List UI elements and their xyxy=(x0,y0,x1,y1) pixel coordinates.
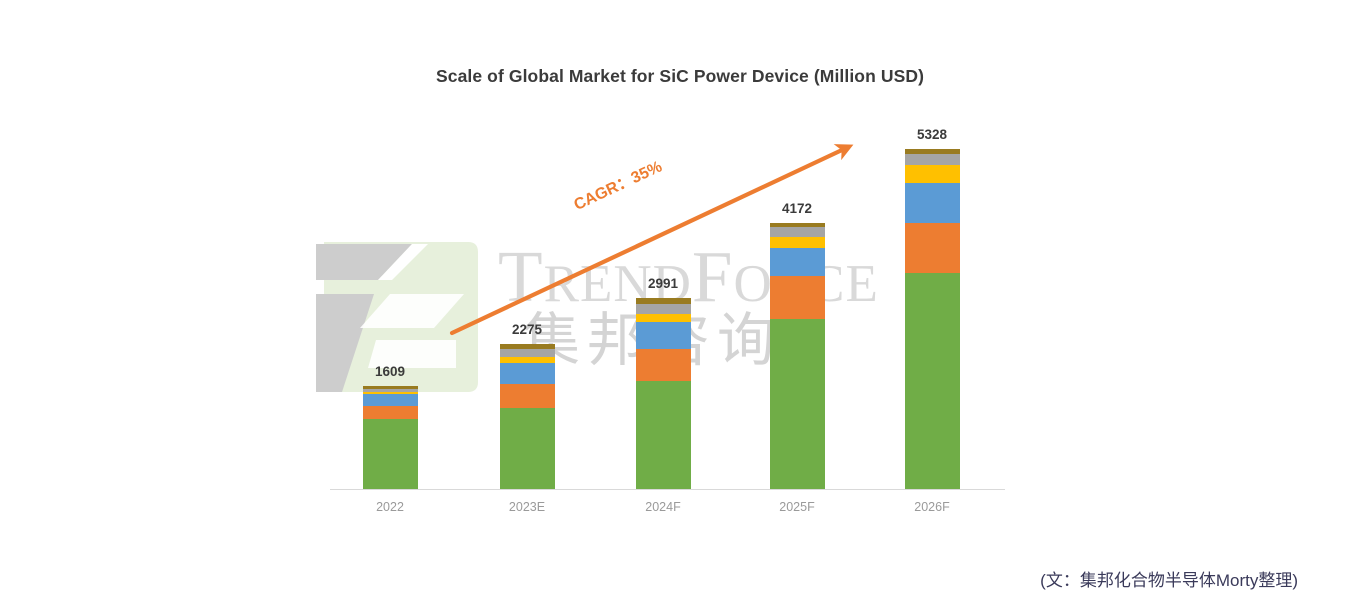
bar-segment-green xyxy=(905,273,960,489)
bar-segment-orange xyxy=(500,383,555,409)
bar-segment-blue xyxy=(363,393,418,407)
credit-text: (文：集邦化合物半导体Morty整理) xyxy=(1040,571,1298,590)
bar-segment-orange xyxy=(363,406,418,419)
bar-segment-blue xyxy=(500,363,555,384)
x-axis-line xyxy=(330,489,1005,490)
x-tick-label-2026f: 2026F xyxy=(914,500,950,514)
x-tick-label-2024f: 2024F xyxy=(645,500,681,514)
bar-segment-orange xyxy=(636,349,691,382)
bar-segment-orange xyxy=(770,275,825,319)
x-tick-label-2023e: 2023E xyxy=(508,500,546,514)
bar-segment-blue xyxy=(636,322,691,350)
bar-segment-orange xyxy=(905,222,960,274)
bar-segment-gray xyxy=(905,154,960,165)
bar-segment-gray xyxy=(500,349,555,357)
bar-value-label: 5328 xyxy=(916,127,948,142)
bar-segment-gold xyxy=(905,164,960,184)
bar-value-label: 2991 xyxy=(647,276,679,292)
bar-segment-gold xyxy=(500,356,555,364)
bar-segment-olive xyxy=(905,149,960,155)
bar-segment-gold xyxy=(363,392,418,394)
bar-segment-green xyxy=(636,381,691,489)
bar-stack[interactable] xyxy=(770,222,825,489)
bar-stack[interactable] xyxy=(363,386,418,489)
bar-segment-gray xyxy=(636,304,691,315)
bar-segment-green xyxy=(770,318,825,489)
bar-value-label: 1609 xyxy=(374,364,406,380)
bar-segment-blue xyxy=(770,247,825,276)
bar-segment-gold xyxy=(636,314,691,323)
bar-segment-green xyxy=(363,418,418,489)
bar-segment-blue xyxy=(905,183,960,223)
x-tick-label-2025f: 2025F xyxy=(779,500,815,514)
chart-title: Scale of Global Market for SiC Power Dev… xyxy=(435,66,925,86)
bar-segment-gold xyxy=(770,237,825,248)
bar-segment-gray xyxy=(770,227,825,238)
bar-value-label: 4172 xyxy=(781,200,813,216)
x-tick-label-2022: 2022 xyxy=(376,500,404,514)
bar-segment-olive xyxy=(500,343,555,350)
bar-stack[interactable] xyxy=(905,149,960,489)
bar-value-label: 2275 xyxy=(511,321,543,337)
bar-stack[interactable] xyxy=(500,343,555,489)
bar-stack[interactable] xyxy=(636,298,691,489)
bar-segment-green xyxy=(500,408,555,489)
